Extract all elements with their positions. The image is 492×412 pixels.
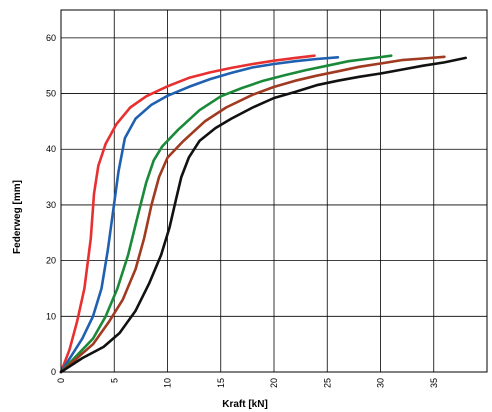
series-lines bbox=[59, 54, 467, 374]
y-tick-label: 0 bbox=[51, 367, 56, 377]
x-tick-label: 15 bbox=[216, 378, 226, 388]
y-tick-label: 10 bbox=[46, 311, 56, 321]
x-tick-label: 10 bbox=[163, 378, 173, 388]
x-axis-label: Kraft [kN] bbox=[222, 399, 268, 410]
plot-frame bbox=[60, 9, 488, 373]
x-tick-label: 35 bbox=[429, 378, 439, 388]
y-tick-label: 50 bbox=[46, 89, 56, 99]
x-tick-label: 0 bbox=[56, 378, 66, 383]
series-line-4 bbox=[59, 55, 446, 374]
y-tick-label: 40 bbox=[46, 144, 56, 154]
series-line-2 bbox=[59, 56, 340, 374]
x-tick-label: 30 bbox=[376, 378, 386, 388]
series-line-3 bbox=[59, 54, 393, 374]
y-tick-label: 60 bbox=[46, 33, 56, 43]
y-tick-label: 20 bbox=[46, 256, 56, 266]
series-line-5 bbox=[59, 56, 467, 374]
y-tick-label: 30 bbox=[46, 200, 56, 210]
x-tick-label: 25 bbox=[322, 378, 332, 388]
x-tick-label: 20 bbox=[269, 378, 279, 388]
series-line-1 bbox=[59, 54, 316, 374]
x-tick-label: 5 bbox=[109, 378, 119, 383]
tick-labels: 0 5 10 15 20 25 30 35 0 10 20 30 40 50 60 bbox=[46, 33, 439, 388]
y-axis-label: Federweg [mm] bbox=[12, 180, 23, 254]
